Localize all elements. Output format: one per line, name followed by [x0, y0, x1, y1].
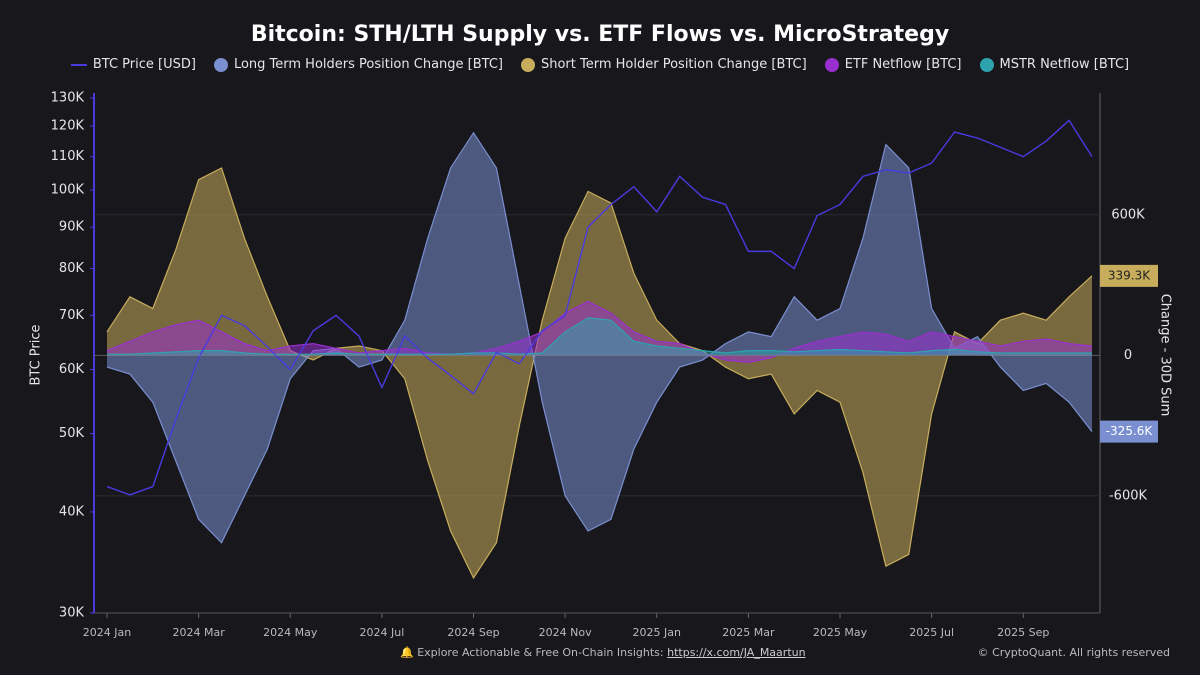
legend-label: Long Term Holders Position Change [BTC]	[233, 57, 503, 72]
legend-marker	[520, 57, 535, 72]
legend-label: Short Term Holder Position Change [BTC]	[540, 57, 807, 72]
legend-item: BTC Price [USD]	[70, 57, 196, 72]
legend-marker	[213, 57, 228, 72]
x-tick-label: 2025 Sep	[997, 626, 1049, 639]
value-label: 339.3K	[1108, 268, 1151, 282]
x-tick-label: 2024 May	[263, 626, 318, 639]
x-tick-label: 2024 Sep	[447, 626, 499, 639]
y2-tick-label: 600K	[1111, 207, 1145, 222]
footer-note: 🔔 Explore Actionable & Free On-Chain Ins…	[400, 646, 806, 659]
price-line	[106, 119, 1093, 496]
legend-marker	[70, 63, 87, 66]
area-line	[106, 167, 1093, 580]
legend-item: ETF Netflow [BTC]	[824, 57, 962, 72]
value-badge	[1100, 264, 1158, 287]
legend-label: BTC Price [USD]	[92, 57, 196, 72]
legend-item: Short Term Holder Position Change [BTC]	[520, 57, 807, 72]
area-fill	[107, 317, 1092, 356]
legend: BTC Price [USD] Long Term Holders Positio…	[0, 57, 1200, 72]
x-tick-label: 2024 Mar	[173, 626, 226, 639]
y-tick-label: 40K	[59, 504, 85, 519]
legend-item: Long Term Holders Position Change [BTC]	[213, 57, 503, 72]
y-tick-label: 70K	[59, 308, 85, 323]
y-tick-label: 120K	[51, 119, 85, 134]
x-tick-label: 2025 Mar	[722, 626, 775, 639]
x-tick-label: 2024 Nov	[539, 626, 592, 639]
legend-label: ETF Netflow [BTC]	[844, 57, 962, 72]
y-axis-label: BTC Price	[29, 324, 44, 385]
x-tick-label: 2024 Jan	[83, 626, 131, 639]
footer-text: Explore Actionable & Free On-Chain Insig…	[417, 646, 664, 659]
legend-marker	[979, 57, 994, 72]
y-tick-label: 110K	[51, 149, 85, 164]
y-tick-label: 60K	[59, 362, 85, 377]
legend-marker	[824, 57, 839, 72]
y-tick-label: 30K	[59, 606, 85, 621]
y2-tick-label: 0	[1124, 348, 1132, 363]
x-tick-label: 2024 Jul	[360, 626, 405, 639]
area-line	[107, 317, 1092, 355]
legend-item: MSTR Netflow [BTC]	[979, 57, 1130, 72]
value-label: -325.6K	[1106, 424, 1154, 438]
y2-tick-label: -600K	[1109, 488, 1148, 503]
y-tick-label: 130K	[51, 91, 85, 106]
footer-link[interactable]: https://x.com/JA_Maartun	[667, 646, 806, 659]
x-tick-label: 2025 Jul	[909, 626, 954, 639]
y-tick-label: 50K	[59, 426, 85, 441]
y-tick-label: 100K	[51, 183, 85, 198]
x-tick-label: 2025 Jan	[633, 626, 681, 639]
chart-title: Bitcoin: STH/LTH Supply vs. ETF Flows vs…	[251, 22, 949, 47]
y2-axis-label: Change - 30D Sum	[1158, 294, 1173, 417]
value-badge	[1100, 420, 1158, 443]
area-line	[106, 131, 1093, 544]
x-tick-label: 2025 May	[813, 626, 868, 639]
legend-label: MSTR Netflow [BTC]	[999, 57, 1130, 72]
y-tick-label: 90K	[59, 220, 85, 235]
y-tick-label: 80K	[59, 261, 85, 276]
credit: © CryptoQuant. All rights reserved	[977, 646, 1170, 659]
area-fill	[107, 167, 1092, 578]
